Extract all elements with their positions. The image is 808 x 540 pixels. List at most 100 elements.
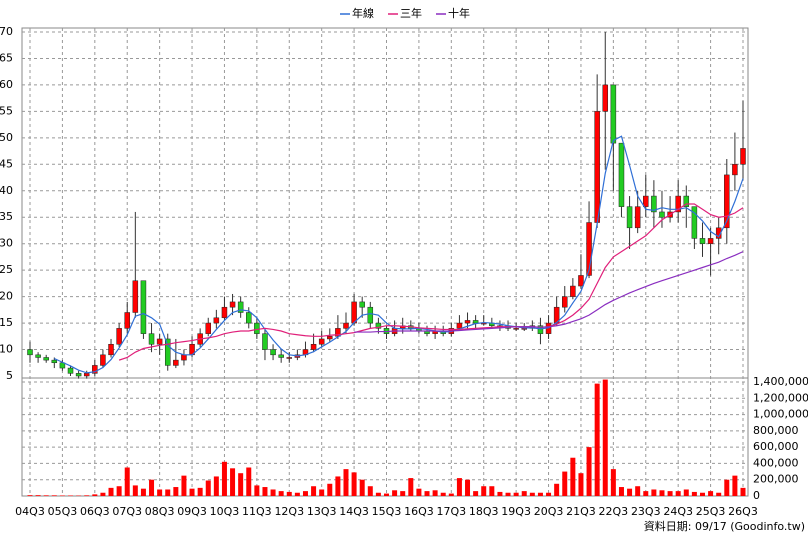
x-tick-label: 04Q3 [15, 505, 45, 518]
volume-bar [578, 473, 584, 496]
volume-bar [327, 483, 333, 496]
volume-bar [205, 480, 211, 496]
candle-body [691, 206, 698, 239]
x-tick-label: 13Q3 [307, 505, 337, 518]
volume-bar [456, 478, 462, 496]
candle-body [521, 328, 527, 330]
candle-body [643, 195, 649, 207]
x-tick-label: 21Q3 [566, 505, 596, 518]
candle-body [205, 322, 211, 334]
volume-bar [408, 478, 414, 496]
candle-body [602, 84, 609, 112]
volume-bar [262, 487, 268, 496]
volume-bar [270, 489, 276, 496]
y-tick-label: 15 [0, 316, 13, 329]
volume-bar [635, 486, 641, 496]
volume-bar [254, 485, 260, 496]
y-tick-label: 30 [0, 237, 13, 250]
candle-body [318, 338, 325, 345]
volume-bar [92, 494, 98, 496]
volume-bar [716, 492, 722, 496]
candle-body [132, 280, 139, 313]
volume-bar [562, 471, 568, 496]
candle-body [562, 296, 568, 308]
volume-bar [610, 469, 616, 496]
candle-body [626, 206, 633, 229]
candle-body [181, 354, 187, 361]
candle-body [286, 357, 293, 359]
candle-body [659, 211, 665, 218]
x-tick-label: 26Q3 [728, 505, 758, 518]
candle-body [367, 306, 374, 324]
volume-bar [238, 473, 244, 496]
volume-bar [481, 486, 487, 496]
volume-bar [440, 492, 446, 496]
volume-bar [302, 491, 308, 496]
candle-body [740, 148, 746, 165]
volume-bar [35, 495, 41, 496]
volume-bar [392, 490, 398, 496]
y2-tick-label: 0 [753, 489, 760, 502]
volume-bar [286, 491, 292, 496]
volume-bar [43, 495, 49, 496]
candle-body [634, 206, 641, 229]
volume-bar [618, 487, 624, 496]
volume-bar [708, 491, 714, 496]
volume-bar [651, 489, 657, 496]
y2-tick-label: 400,000 [753, 456, 799, 469]
candle-body [148, 333, 155, 345]
x-tick-label: 05Q3 [48, 505, 78, 518]
volume-bar [181, 475, 187, 496]
candle-body [254, 322, 260, 334]
volume-bar [351, 472, 357, 496]
candle-body [310, 343, 317, 350]
x-tick-label: 25Q3 [696, 505, 726, 518]
candle-body [164, 338, 171, 366]
candle-body [83, 373, 90, 377]
volume-bar [699, 492, 705, 496]
x-tick-label: 23Q3 [631, 505, 661, 518]
y-tick-label: 60 [0, 78, 13, 91]
volume-bar [505, 492, 511, 496]
candle-body [116, 328, 122, 345]
volume-bar [570, 457, 576, 496]
candle-body [537, 325, 544, 334]
x-tick-label: 15Q3 [372, 505, 402, 518]
volume-bar [108, 487, 114, 496]
candle-body [27, 349, 33, 356]
volume-bar [732, 475, 738, 496]
volume-bar [335, 476, 341, 496]
volume-bar [667, 491, 673, 496]
candle-body [351, 301, 357, 324]
candle-body [173, 359, 179, 366]
candle-body [456, 322, 463, 329]
candle-body [707, 238, 714, 244]
volume-bar [140, 488, 146, 496]
y-tick-label: 50 [0, 131, 13, 144]
footer: 資料日期: 09/17 (Goodinfo.tw) [644, 519, 805, 533]
y-tick-label: 10 [0, 343, 13, 356]
candle-body [67, 367, 74, 374]
volume-bar [602, 379, 608, 496]
y-tick-label: 45 [0, 157, 13, 170]
candle-body [375, 322, 382, 329]
candle-body [229, 301, 236, 308]
volume-bar [724, 479, 730, 496]
volume-bar [294, 492, 300, 496]
x-tick-label: 16Q3 [404, 505, 434, 518]
candle-body [140, 280, 147, 334]
volume-bar [124, 467, 130, 496]
candle-body [683, 195, 690, 207]
candle-body [108, 343, 114, 356]
candle-body [343, 322, 349, 329]
volume-bar [157, 489, 163, 496]
x-tick-label: 24Q3 [663, 505, 693, 518]
volume-bar [132, 485, 138, 496]
volume-bar [675, 491, 681, 496]
x-tick-label: 12Q3 [274, 505, 304, 518]
volume-bar [529, 492, 535, 496]
plot-frame [21, 27, 749, 497]
volume-bar [740, 487, 746, 496]
volume-bar [51, 495, 57, 496]
